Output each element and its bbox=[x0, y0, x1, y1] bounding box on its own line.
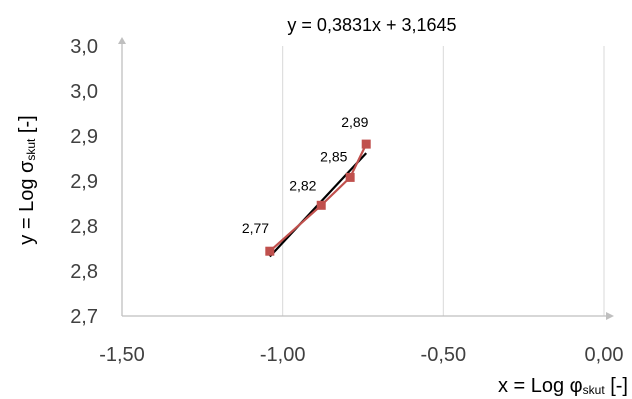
x-tick-label: -1,50 bbox=[99, 344, 145, 366]
y-tick-labels: 2,7 2,8 2,8 2,9 2,9 3,0 3,0 bbox=[70, 36, 98, 328]
data-series bbox=[265, 139, 371, 258]
y-tick-label: 2,8 bbox=[70, 216, 98, 238]
y-axis-label: y = Log σskut [-] bbox=[16, 115, 38, 244]
data-label: 2,77 bbox=[242, 220, 269, 236]
x-tick-label: -0,50 bbox=[421, 344, 467, 366]
y-tick-label: 2,9 bbox=[70, 126, 98, 148]
x-tick-label: -1,00 bbox=[260, 344, 306, 366]
series-line bbox=[269, 143, 368, 253]
data-label: 2,82 bbox=[289, 177, 316, 193]
data-point bbox=[265, 246, 275, 256]
y-tick-label: 3,0 bbox=[70, 36, 98, 58]
y-axis-arrow bbox=[118, 37, 126, 44]
data-point bbox=[316, 200, 326, 210]
x-tick-labels: -1,50 -1,00 -0,50 0,00 bbox=[99, 344, 623, 366]
y-tick-label: 2,8 bbox=[70, 261, 98, 283]
y-tick-label: 2,7 bbox=[70, 306, 98, 328]
x-axis-arrow bbox=[606, 312, 614, 320]
x-axis-label: x = Log φskut [-] bbox=[498, 375, 628, 397]
data-point bbox=[345, 172, 355, 182]
data-point bbox=[361, 139, 371, 149]
gridlines bbox=[282, 46, 605, 316]
data-label: 2,89 bbox=[341, 114, 368, 130]
data-label: 2,85 bbox=[320, 148, 347, 164]
data-labels: 2,77 2,822,85 2,89 bbox=[242, 114, 369, 236]
y-tick-label: 2,9 bbox=[70, 171, 98, 193]
x-tick-label: 0,00 bbox=[585, 344, 624, 366]
axes bbox=[118, 37, 614, 320]
y-tick-label: 3,0 bbox=[70, 81, 98, 103]
trendline-equation: y = 0,3831x + 3,1645 bbox=[287, 15, 456, 35]
